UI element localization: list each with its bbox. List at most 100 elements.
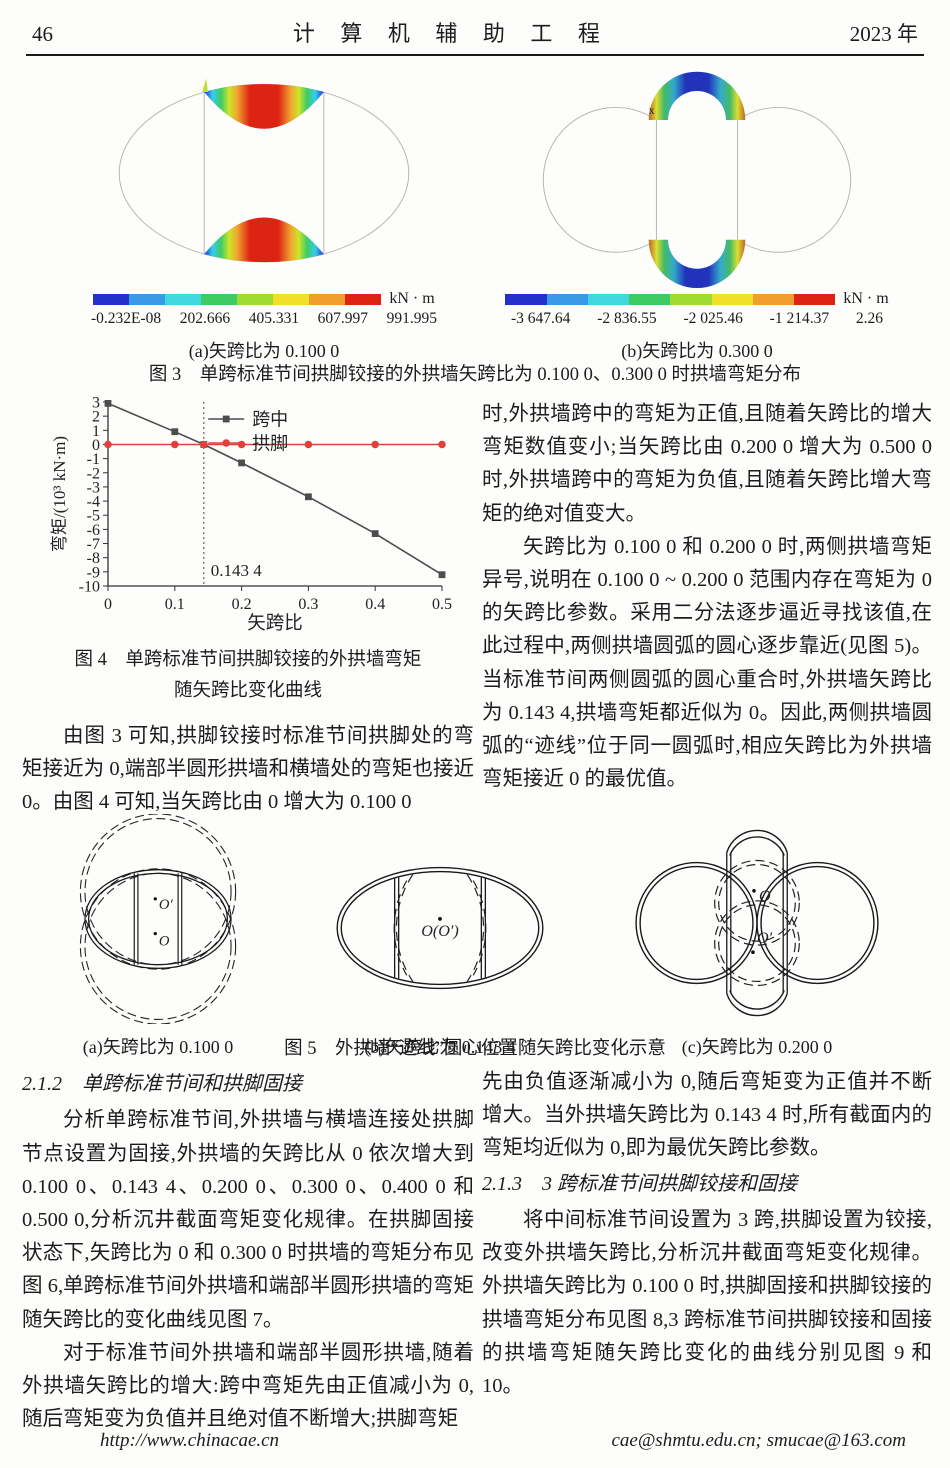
data-marker: [305, 493, 312, 501]
figure5-caption: 图 5 外拱墙“迹线”圆心位置随矢跨比变化示意: [284, 1039, 666, 1059]
x-tick-label: 0.4: [365, 596, 385, 613]
x-tick-label: 0.1: [165, 596, 185, 613]
figure4-caption-line1: 图 4 单跨标准节间拱脚铰接的外拱墙弯矩: [74, 650, 422, 670]
bottom-arch-outer: [726, 993, 788, 1017]
colorbar-tick-label: -0.232E-08: [91, 310, 162, 327]
section-heading-2-1-2: 2.1.2 单跨标准节间和拱脚固接: [22, 1073, 302, 1095]
figure5-panel-c: O O′ (c)矢跨比为 0.200 0: [626, 822, 888, 1059]
colorbar-segment: [309, 293, 346, 305]
figure5-panel-b: O(O′) (b)矢跨比为 0.143 4: [314, 832, 566, 1059]
center-label: O(O′): [421, 923, 459, 940]
dashed-trace-circle: [84, 872, 232, 1020]
y-axis-label: 弯矩/(10³ kN·m): [50, 436, 69, 552]
y-tick-label: 2: [92, 409, 100, 426]
figure3a-subcaption: (a)矢跨比为 0.100 0: [188, 341, 340, 361]
caisson-outline-inner: [340, 870, 540, 986]
optimal-ratio-label: 0.143 4: [211, 561, 263, 580]
data-marker: [104, 400, 112, 407]
caisson-outline-outer: [336, 866, 544, 990]
colorbar-segment: [345, 293, 382, 305]
left-paragraph-block: 由图 3 可知,拱脚铰接时标准节间拱脚处的弯矩接近为 0,端部半圆形拱墙和横墙处…: [22, 720, 474, 820]
left-column-bottom: 2.1.2 单跨标准节间和拱脚固接 分析单跨标准节间,外拱墙与横墙连接处拱脚节点…: [22, 1066, 474, 1436]
y-tick-label: -4: [87, 494, 100, 511]
colorbar-tick-label: 2.26: [855, 310, 883, 327]
section-heading-2-1-3: 2.1.3 3 跨标准节间拱脚铰接和固接: [482, 1172, 797, 1195]
center-dot: [153, 897, 157, 901]
figure5a-subcaption: (a)矢跨比为 0.100 0: [82, 1037, 234, 1057]
paragraph: 将中间标准节间设置为 3 跨,拱脚设置为铰接,改变外拱墙矢跨比,分析沉井截面弯矩…: [482, 1209, 932, 1398]
dashed-trace-arc: [466, 874, 485, 982]
figure5: O′ O (a)矢跨比为 0.100 0 O(O′) (b)矢跨: [62, 814, 888, 1059]
publication-year: 2023 年: [849, 22, 918, 46]
y-tick-label: -10: [79, 579, 100, 596]
top-arch-outer: [726, 829, 788, 853]
dashed-trace-circle: [79, 814, 237, 970]
top-moment-lens: [204, 84, 324, 129]
paragraph: 时,外拱墙跨中的弯矩为正值,且随着矢跨比的增大弯矩数值变小;当矢跨比由 0.20…: [482, 403, 932, 525]
y-tick-label: -8: [87, 550, 100, 567]
center-dot: [153, 931, 157, 936]
center-dot: [751, 950, 755, 955]
colorbar-tick-label: 991.995: [386, 310, 437, 327]
y-tick-label: -9: [87, 564, 100, 581]
data-marker: [304, 440, 313, 449]
moment-contour-diagram-b: x: [542, 71, 852, 288]
dashed-trace-circle: [718, 863, 796, 942]
left-column-top: 3 2 1 0 -1 -2 -3 -4 -5 -6 -7 -8 -9 -10 0 0.1 0.2 0.3 0.4 0.…: [22, 392, 474, 820]
dashed-trace-circle: [714, 900, 800, 987]
bottom-arch-inner: [729, 990, 785, 1010]
figure5c-subcaption: (c)矢跨比为 0.200 0: [681, 1037, 833, 1057]
data-marker: [371, 530, 379, 537]
page-number: 46: [32, 22, 53, 46]
colorbar-b-labels: -3 647.64 -2 836.55 -2 025.46 -1 214.37 2.26: [511, 310, 883, 328]
y-tick-label: 1: [92, 423, 100, 440]
footer-emails: cae@shmtu.edu.cn; smucae@163.com: [611, 1430, 906, 1451]
bottom-arch-moment-band: [648, 239, 746, 288]
journal-title: 计 算 机 辅 助 工 程: [292, 21, 610, 46]
top-arch-inner: [729, 836, 785, 856]
legend-label: 跨中: [252, 410, 288, 430]
figure4-caption-line2: 随矢跨比变化曲线: [173, 680, 322, 701]
colorbar-tick-label: -2 025.46: [683, 310, 743, 327]
paragraph: 先由负值逐渐减小为 0,随后弯矩变为正值并不断增大。当外拱墙矢跨比为 0.143…: [482, 1071, 932, 1160]
right-lobe-outline: [737, 106, 852, 253]
dashed-trace-circle: [79, 868, 237, 1024]
axis-marker-label: x: [649, 104, 655, 117]
dashed-trace-circle: [84, 818, 232, 966]
page-header: 46 计 算 机 辅 助 工 程 2023 年: [32, 16, 918, 48]
colorbar-segment: [752, 293, 795, 305]
colorbar-b-unit: kN · m: [843, 290, 889, 307]
data-marker: [104, 440, 112, 449]
y-tick-label: -7: [87, 536, 100, 553]
left-lobe-outer: [635, 861, 758, 985]
legend-label: 拱脚: [252, 434, 288, 454]
colorbar-segment: [794, 293, 836, 305]
contour-spike: [202, 78, 209, 93]
moment-contour-diagram-a: [118, 78, 410, 263]
paragraph: 由图 3 可知,拱脚铰接时标准节间拱脚处的弯矩接近为 0,端部半圆形拱墙和横墙处…: [22, 725, 474, 814]
trace-diagram-b: O(O′): [336, 866, 544, 990]
y-tick-label: -5: [87, 508, 100, 525]
figure3-panel-a: kN · m -0.232E-08 202.666 405.331 607.997 99…: [52, 64, 476, 363]
right-lobe-inner: [760, 865, 875, 981]
x-tick-label: 0.5: [432, 596, 452, 613]
y-tick-label: 0: [92, 437, 100, 454]
center-label-bottom: O′: [757, 930, 773, 947]
colorbar-a-row: kN · m: [93, 290, 435, 308]
colorbar-tick-label: -2 836.55: [597, 310, 657, 327]
x-tick-label: 0.2: [232, 596, 252, 613]
colorbar-segment: [237, 293, 274, 305]
data-marker: [371, 440, 380, 449]
center-dot: [438, 917, 442, 921]
y-tick-label: -2: [87, 465, 100, 482]
colorbar-segment: [587, 293, 630, 305]
center-label-top: O: [759, 888, 771, 905]
y-tick-label: -1: [87, 451, 100, 468]
data-marker: [200, 440, 208, 449]
data-marker: [237, 440, 246, 449]
colorbar-a-labels: -0.232E-08 202.666 405.331 607.997 991.995: [91, 310, 437, 328]
left-lobe-outline: [542, 106, 657, 253]
data-marker: [438, 571, 446, 579]
x-axis-label: 矢跨比: [247, 613, 303, 634]
figure5-panel-a: O′ O (a)矢跨比为 0.100 0: [62, 814, 254, 1059]
